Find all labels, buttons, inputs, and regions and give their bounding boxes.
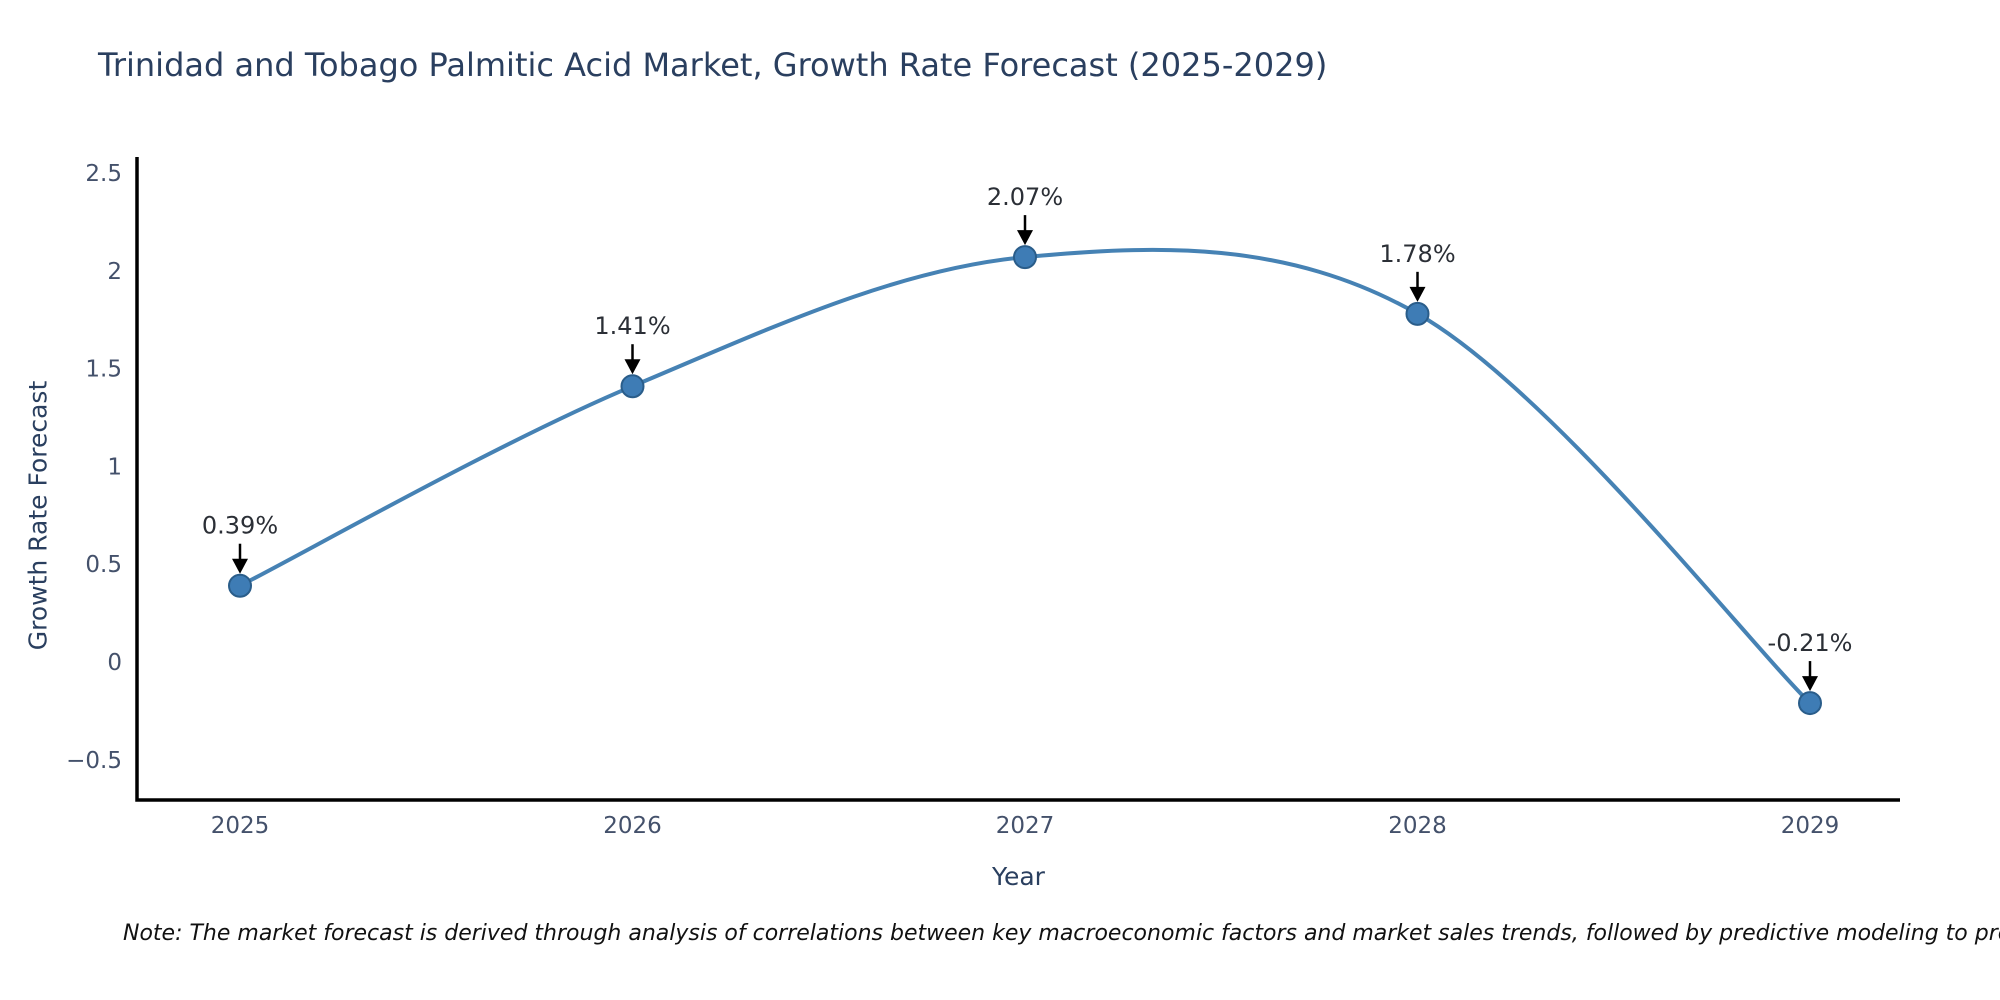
data-point-marker [228, 573, 252, 598]
y-axis-title: Growth Rate Forecast [23, 380, 53, 651]
y-tick-label: 0 [107, 650, 122, 676]
data-point-label: 2.07% [987, 183, 1063, 211]
data-point-label: 1.41% [594, 312, 670, 340]
annotation-arrowhead-icon [1017, 230, 1033, 246]
x-tick-label: 2026 [603, 813, 662, 839]
axis-lines [135, 157, 1900, 802]
annotation-arrowhead-icon [232, 558, 248, 574]
footnote: Note: The market forecast is derived thr… [123, 921, 2000, 946]
y-tick-label: 2 [107, 259, 122, 285]
annotation-arrowhead-icon [1409, 286, 1426, 302]
annotation-arrowhead-icon [624, 359, 641, 375]
y-tick-label: 2.5 [85, 161, 122, 187]
y-tick-label: −0.5 [66, 748, 122, 774]
data-point-marker [1405, 301, 1430, 326]
data-point-label: 1.78% [1379, 240, 1455, 268]
y-tick-label: 1.5 [85, 357, 122, 383]
chart-title: Trinidad and Tobago Palmitic Acid Market… [98, 46, 1328, 84]
data-point-label: 0.39% [202, 512, 278, 540]
y-tick-label: 1 [107, 454, 122, 480]
x-tick-label: 2027 [996, 813, 1055, 839]
annotation-arrowhead-icon [1802, 676, 1818, 692]
x-tick-label: 2029 [1781, 813, 1840, 839]
data-point-marker [1798, 691, 1822, 716]
trend-line [238, 247, 1812, 706]
data-point-marker [1013, 245, 1037, 270]
x-axis-title: Year [992, 862, 1045, 891]
data-point-label: -0.21% [1768, 629, 1853, 657]
x-tick-label: 2025 [211, 813, 270, 839]
data-point-marker [620, 374, 645, 399]
y-tick-label: 0.5 [85, 552, 122, 578]
x-tick-label: 2028 [1388, 813, 1447, 839]
